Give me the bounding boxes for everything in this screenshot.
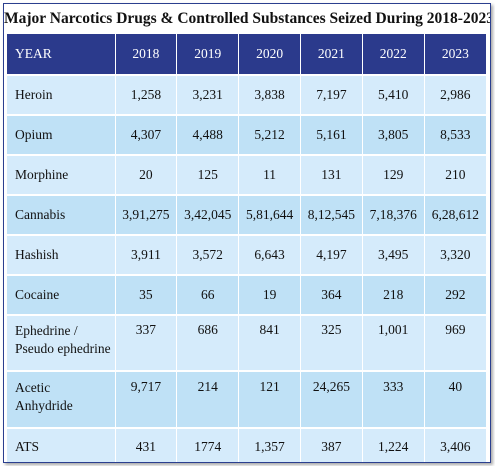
cell-value: 1774 [176, 428, 240, 462]
cell-value: 66 [176, 275, 240, 316]
table-row-morphine: Morphine 20 125 11 131 129 210 [7, 155, 486, 196]
row-label: Cocaine [7, 275, 116, 316]
table-row-ats: ATS 431 1774 1,357 387 1,224 3,406 [7, 428, 486, 462]
cell-value: 364 [300, 275, 363, 316]
cell-value: 9,717 [115, 371, 178, 429]
header-year: YEAR [7, 34, 116, 76]
cell-value: 333 [362, 371, 425, 429]
cell-value: 4,488 [176, 115, 240, 156]
row-label: Morphine [7, 155, 116, 196]
cell-value: 131 [300, 155, 363, 196]
cell-value: 3,838 [238, 75, 301, 116]
cell-value: 4,307 [115, 115, 178, 156]
table-row-opium: Opium 4,307 4,488 5,212 5,161 3,805 8,53… [7, 115, 486, 156]
row-label: Hashish [7, 235, 116, 276]
cell-value: 1,001 [362, 315, 425, 372]
table-row-cocaine: Cocaine 35 66 19 364 218 292 [7, 275, 486, 316]
cell-value: 3,495 [362, 235, 425, 276]
header-2018: 2018 [115, 34, 178, 76]
cell-value: 5,410 [362, 75, 425, 116]
seizure-table: YEAR 2018 2019 2020 2021 2022 2023 Heroi… [7, 34, 486, 462]
table-row-cannabis: Cannabis 3,91,275 3,42,045 5,81,644 8,12… [7, 195, 486, 236]
cell-value: 7,18,376 [362, 195, 425, 236]
cell-value: 210 [424, 155, 486, 196]
cell-value: 5,212 [238, 115, 301, 156]
cell-value: 6,28,612 [424, 195, 486, 236]
row-label-line1: Ephedrine / [15, 323, 78, 338]
header-row: YEAR 2018 2019 2020 2021 2022 2023 [7, 34, 486, 76]
cell-value: 8,533 [424, 115, 486, 156]
cell-value: 5,81,644 [238, 195, 301, 236]
header-2022: 2022 [362, 34, 425, 76]
row-label: Ephedrine / Pseudo ephedrine [7, 315, 116, 372]
cell-value: 4,197 [300, 235, 363, 276]
table-title: Major Narcotics Drugs & Controlled Subst… [4, 10, 491, 27]
cell-value: 5,161 [300, 115, 363, 156]
cell-value: 7,197 [300, 75, 363, 116]
cell-value: 387 [300, 428, 363, 462]
cell-value: 969 [424, 315, 486, 372]
cell-value: 40 [424, 371, 486, 429]
cell-value: 1,258 [115, 75, 178, 116]
row-label-line2: Anhydride [15, 398, 73, 413]
cell-value: 686 [176, 315, 240, 372]
table-row-hashish: Hashish 3,911 3,572 6,643 4,197 3,495 3,… [7, 235, 486, 276]
cell-value: 3,406 [424, 428, 486, 462]
cell-value: 125 [176, 155, 240, 196]
cell-value: 214 [176, 371, 240, 429]
row-label: ATS [7, 428, 116, 462]
row-label-line2: Pseudo ephedrine [15, 341, 111, 356]
cell-value: 1,357 [238, 428, 301, 462]
cell-value: 1,224 [362, 428, 425, 462]
cell-value: 337 [115, 315, 178, 372]
cell-value: 24,265 [300, 371, 363, 429]
cell-value: 292 [424, 275, 486, 316]
cell-value: 20 [115, 155, 178, 196]
table-row-acetic-anhydride: Acetic Anhydride 9,717 214 121 24,265 333… [7, 371, 486, 429]
document-frame: Major Narcotics Drugs & Controlled Subst… [3, 3, 491, 463]
cell-value: 3,572 [176, 235, 240, 276]
cell-value: 3,231 [176, 75, 240, 116]
cell-value: 121 [238, 371, 301, 429]
cell-value: 218 [362, 275, 425, 316]
cell-value: 3,91,275 [115, 195, 178, 236]
table-row-heroin: Heroin 1,258 3,231 3,838 7,197 5,410 2,9… [7, 75, 486, 116]
cell-value: 3,42,045 [176, 195, 240, 236]
table-row-ephedrine: Ephedrine / Pseudo ephedrine 337 686 841 … [7, 315, 486, 372]
cell-value: 129 [362, 155, 425, 196]
cell-value: 8,12,545 [300, 195, 363, 236]
cell-value: 35 [115, 275, 178, 316]
cell-value: 3,805 [362, 115, 425, 156]
cell-value: 3,320 [424, 235, 486, 276]
header-2023: 2023 [424, 34, 486, 76]
header-2021: 2021 [300, 34, 363, 76]
row-label-line1: Acetic [15, 380, 51, 395]
header-2020: 2020 [238, 34, 301, 76]
cell-value: 2,986 [424, 75, 486, 116]
cell-value: 841 [238, 315, 301, 372]
cell-value: 3,911 [115, 235, 178, 276]
row-label: Opium [7, 115, 116, 156]
row-label: Acetic Anhydride [7, 371, 116, 429]
cell-value: 6,643 [238, 235, 301, 276]
cell-value: 431 [115, 428, 178, 462]
header-2019: 2019 [176, 34, 240, 76]
cell-value: 325 [300, 315, 363, 372]
cell-value: 19 [238, 275, 301, 316]
cell-value: 11 [238, 155, 301, 196]
row-label: Cannabis [7, 195, 116, 236]
row-label: Heroin [7, 75, 116, 116]
